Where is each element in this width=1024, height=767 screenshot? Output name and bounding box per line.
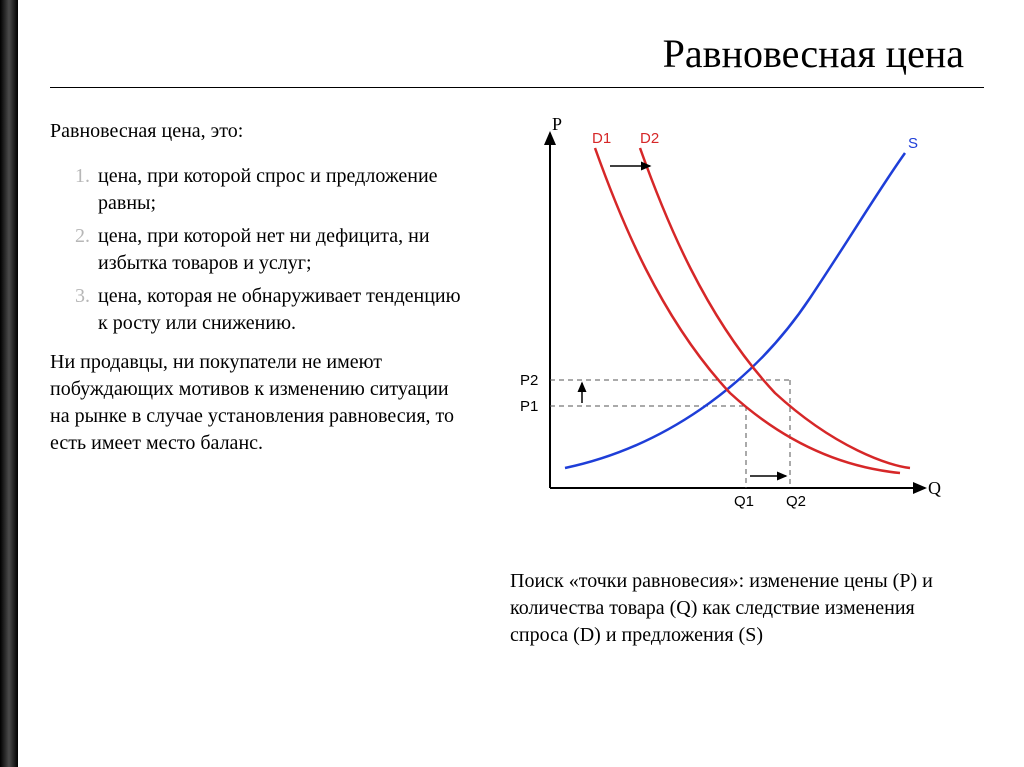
title-rule	[50, 87, 984, 88]
page-title: Равновесная цена	[50, 30, 984, 77]
svg-text:S: S	[908, 135, 918, 152]
footnote-text: Ни продавцы, ни покупатели не имеют побу…	[50, 349, 470, 457]
definition-item: цена, при которой спрос и предложение ра…	[50, 163, 470, 217]
chart-column: P Q D1 D2 S P1 P2 Q1 Q2 Поиск «точки равновесия»…	[490, 118, 984, 649]
content-row: Равновесная цена, это: цена, при которой…	[50, 118, 984, 649]
svg-text:Q1: Q1	[734, 493, 754, 510]
intro-text: Равновесная цена, это:	[50, 118, 470, 145]
svg-text:D1: D1	[592, 130, 611, 147]
svg-text:Q2: Q2	[786, 493, 806, 510]
svg-text:P1: P1	[520, 398, 538, 415]
definitions-list: цена, при которой спрос и предложение ра…	[50, 163, 470, 337]
definition-item: цена, при которой нет ни дефицита, ни из…	[50, 223, 470, 277]
svg-text:P2: P2	[520, 372, 538, 389]
chart-caption: Поиск «точки равновесия»: изменение цены…	[490, 568, 950, 649]
slide: Равновесная цена Равновесная цена, это: …	[0, 0, 1024, 767]
side-accent	[0, 0, 18, 767]
text-column: Равновесная цена, это: цена, при которой…	[50, 118, 470, 649]
svg-text:D2: D2	[640, 130, 659, 147]
definition-item: цена, которая не обнаруживает тенденцию …	[50, 283, 470, 337]
svg-text:Q: Q	[928, 478, 941, 498]
svg-text:P: P	[552, 118, 562, 134]
chart-svg: P Q D1 D2 S P1 P2 Q1 Q2	[490, 118, 950, 538]
equilibrium-chart: P Q D1 D2 S P1 P2 Q1 Q2	[490, 118, 950, 548]
